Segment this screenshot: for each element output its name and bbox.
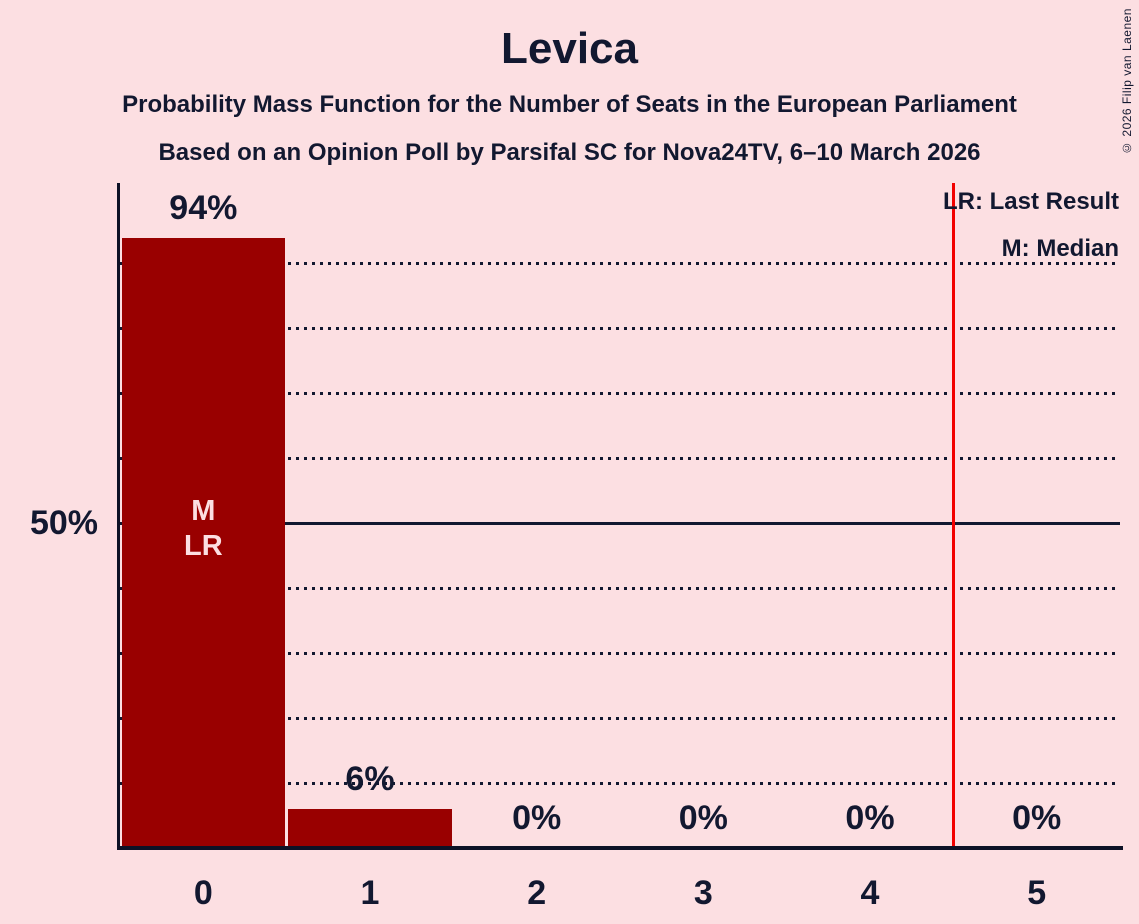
- y-axis-tick-label: 50%: [29, 504, 98, 542]
- bar-seats-1: [288, 809, 452, 848]
- x-axis-label-3: 3: [693, 874, 713, 912]
- gridline-60-percent: [120, 457, 1120, 461]
- bar-value-label-1: 6%: [345, 760, 395, 799]
- gridline-20-percent: [120, 716, 1120, 720]
- x-axis-line: [116, 846, 1123, 850]
- chart-title: Levica: [501, 24, 638, 73]
- gridline-90-percent: [120, 262, 1120, 266]
- legend-median: M: Median: [1001, 235, 1119, 262]
- x-axis-label-0: 0: [193, 874, 213, 912]
- marker-line-lr: LR: [183, 529, 223, 562]
- marker-line-m: M: [191, 494, 216, 527]
- chart-subtitle-line1: Probability Mass Function for the Number…: [122, 91, 1017, 118]
- copyright-notice: © 2026 Filip van Laenen: [1120, 8, 1134, 155]
- bar-value-label-0: 94%: [169, 189, 238, 228]
- gridline-40-percent: [120, 586, 1120, 590]
- x-axis-label-1: 1: [360, 874, 380, 912]
- gridline-30-percent: [120, 651, 1120, 655]
- gridline-10-percent: [120, 781, 1120, 785]
- bar-marker-median-lastresult: M LR: [120, 494, 287, 564]
- bar-value-label-4: 0%: [845, 799, 895, 837]
- bar-value-label-3: 0%: [678, 799, 728, 837]
- x-axis-label-5: 5: [1027, 874, 1047, 912]
- x-axis-label-4: 4: [860, 874, 880, 912]
- y-axis-line: [116, 183, 120, 848]
- legend-last-result: LR: Last Result: [942, 188, 1119, 215]
- bar-value-label-2: 0%: [512, 799, 562, 837]
- bar-value-label-5: 0%: [1012, 799, 1062, 837]
- chart-subtitle-line2: Based on an Opinion Poll by Parsifal SC …: [158, 139, 981, 166]
- bar-seats-0: [121, 238, 286, 848]
- gridline-80-percent: [120, 327, 1120, 331]
- x-axis-label-2: 2: [527, 874, 547, 912]
- gridline-50-percent: [120, 522, 1120, 526]
- gridline-70-percent: [120, 392, 1120, 396]
- last-result-threshold-line: [951, 183, 955, 847]
